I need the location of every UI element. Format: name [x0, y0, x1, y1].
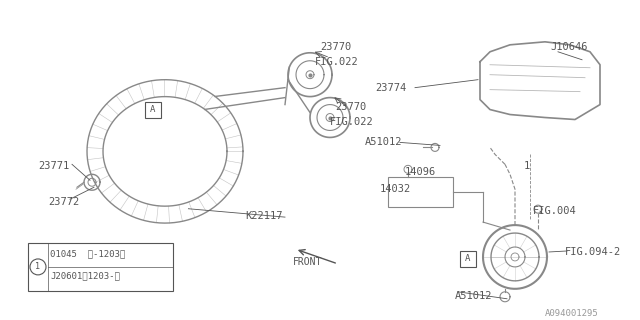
- Text: 01045  〈-1203〉: 01045 〈-1203〉: [50, 249, 125, 258]
- Text: FIG.022: FIG.022: [315, 57, 359, 67]
- Text: J10646: J10646: [550, 42, 588, 52]
- Text: A: A: [150, 105, 156, 114]
- Text: FRONT: FRONT: [293, 257, 323, 267]
- Text: 23772: 23772: [48, 197, 79, 207]
- Text: J20601〈1203-〉: J20601〈1203-〉: [50, 271, 120, 280]
- Text: 14032: 14032: [380, 184, 412, 194]
- Text: 14096: 14096: [405, 167, 436, 177]
- Text: FIG.004: FIG.004: [533, 206, 577, 216]
- Text: A094001295: A094001295: [545, 309, 599, 318]
- Text: A51012: A51012: [455, 291, 493, 301]
- Bar: [388, 177, 453, 207]
- Text: A51012: A51012: [365, 137, 403, 148]
- Text: 1: 1: [524, 161, 531, 171]
- Text: 23770: 23770: [335, 101, 366, 112]
- Text: FIG.022: FIG.022: [330, 116, 374, 126]
- Text: A: A: [465, 254, 470, 263]
- Text: 23771: 23771: [38, 161, 69, 171]
- Text: FIG.094-2: FIG.094-2: [565, 247, 621, 257]
- Bar: [28, 243, 173, 291]
- Text: 1: 1: [35, 262, 40, 271]
- Text: 23774: 23774: [375, 83, 406, 93]
- Text: 23770: 23770: [320, 42, 351, 52]
- Text: K22117: K22117: [245, 211, 282, 221]
